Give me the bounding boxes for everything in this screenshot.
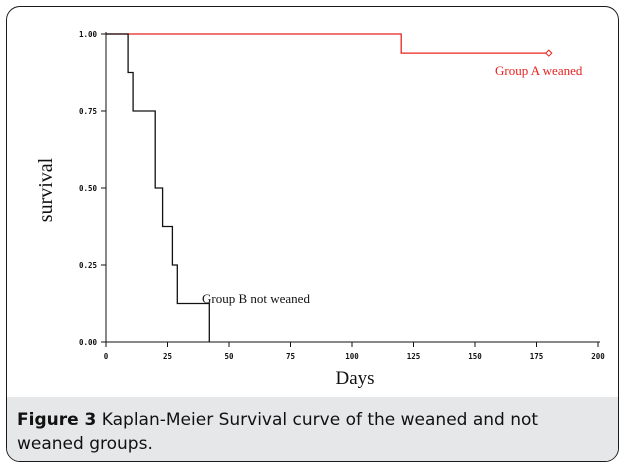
y-tick-label: 0.00 (79, 338, 98, 347)
y-tick-label: 0.25 (79, 261, 97, 270)
censor-marker (545, 49, 553, 57)
figure-frame (6, 6, 619, 462)
x-tick-label: 75 (286, 352, 295, 361)
ticks-layer: 0.00 0.25 0.50 0.75 1.00 0 25 50 75 100 125 150 175 2… (79, 30, 605, 361)
caption-label: Figure 3 (17, 410, 97, 430)
series-layer (106, 33, 553, 342)
y-tick-label: 1.00 (79, 30, 98, 39)
x-tick-label: 150 (468, 352, 482, 361)
y-tick-label: 0.75 (79, 107, 97, 116)
x-tick-label: 0 (104, 352, 109, 361)
series-label-group-b: Group B not weaned (202, 291, 310, 306)
caption-text: Kaplan-Meier Survival curve of the weane… (17, 410, 539, 454)
x-tick-label: 125 (407, 352, 421, 361)
x-tick-label: 25 (163, 352, 172, 361)
x-axis-title: Days (335, 368, 374, 389)
series-label-group-a: Group A weaned (495, 63, 583, 78)
survival-chart: 0.00 0.25 0.50 0.75 1.00 0 25 50 75 100 125 150 175 2… (35, 30, 605, 389)
series-line-group-a (106, 33, 549, 54)
y-axis-title: survival (35, 157, 57, 222)
x-tick-label: 50 (224, 352, 234, 361)
figure-caption: Figure 3 Kaplan-Meier Survival curve of … (17, 408, 607, 456)
x-tick-label: 175 (530, 352, 544, 361)
x-tick-label: 200 (591, 352, 605, 361)
y-tick-label: 0.50 (79, 184, 98, 193)
series-line-group-b (106, 33, 210, 342)
caption-band (7, 397, 618, 461)
x-tick-label: 100 (345, 352, 359, 361)
axes (105, 32, 600, 343)
